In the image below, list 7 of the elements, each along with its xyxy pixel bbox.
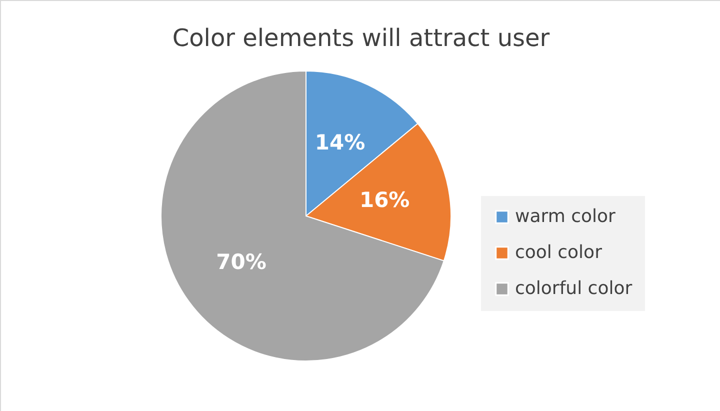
- data-label: 70%: [216, 250, 266, 274]
- legend-label: cool color: [515, 242, 603, 263]
- data-label: 14%: [314, 130, 366, 155]
- data-label: 16%: [359, 188, 410, 212]
- chart-title: Color elements will attract user: [172, 24, 550, 52]
- legend-label: colorful color: [515, 278, 633, 299]
- legend-label: warm color: [515, 206, 616, 227]
